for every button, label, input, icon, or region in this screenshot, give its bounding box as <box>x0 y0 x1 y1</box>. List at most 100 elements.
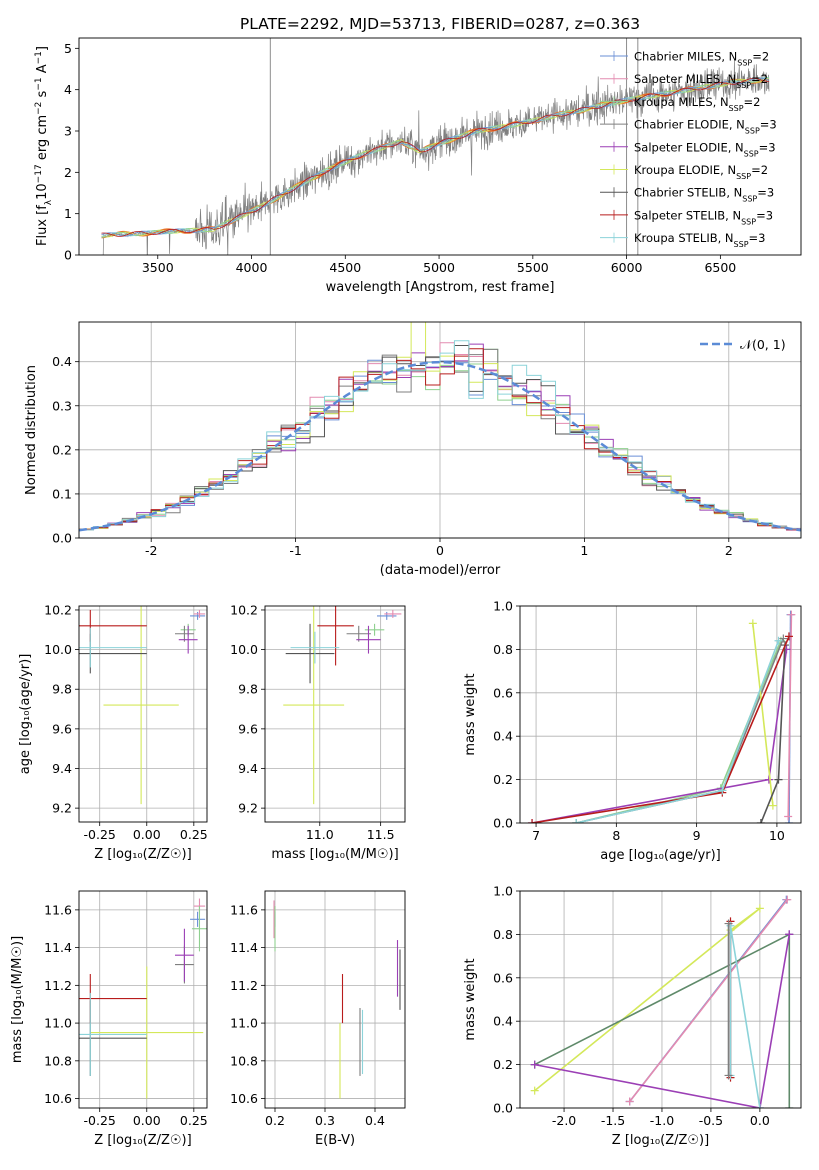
plot-area <box>101 38 770 255</box>
x-tick-label: 0.0 <box>750 1113 770 1128</box>
x-tick-label: 0 <box>436 543 444 558</box>
y-axis-label: Normed distribution <box>24 365 39 495</box>
legend-label: Kroupa MILES, NSSP=2 <box>634 95 760 113</box>
model-fit-line <box>101 77 770 238</box>
plot-area <box>79 898 207 1099</box>
mass-weight-marker <box>528 819 537 823</box>
x-tick-label: 6500 <box>704 260 736 275</box>
mass-weight-line <box>629 899 788 1102</box>
mass-weight-marker <box>756 819 765 823</box>
x-tick-label: 2 <box>725 543 733 558</box>
x-tick-label: -0.5 <box>699 1113 723 1128</box>
legend-label: Salpeter ELODIE, NSSP=3 <box>634 140 776 158</box>
y-tick-label: 10.2 <box>230 602 258 617</box>
x-tick-label: 6000 <box>611 260 643 275</box>
axes-frame <box>78 37 802 256</box>
mass-weight-marker <box>755 904 764 913</box>
mass-weight-marker <box>724 919 733 928</box>
chart-mass-vs-Z: -0.25 0.00 0.25 10.6 10.8 11.0 11.2 11.4 11.6 Z [… <box>10 890 208 1148</box>
y-tick-label: 1.0 <box>493 599 513 614</box>
y-tick-label: 10.6 <box>230 1091 258 1106</box>
x-axis-label: age [log₁₀(age/yr)] <box>600 848 721 863</box>
legend-label: Salpeter STELIB, NSSP=3 <box>634 208 773 226</box>
model-fit-line <box>101 78 770 237</box>
y-tick-label: 10.8 <box>230 1053 258 1068</box>
y-axis-label: mass weight <box>463 958 478 1040</box>
y-tick-label: 11.4 <box>230 940 258 955</box>
legend-label: Chabrier ELODIE, NSSP=3 <box>634 118 777 136</box>
plot-area <box>79 322 801 538</box>
y-tick-label: 0.0 <box>52 531 72 546</box>
x-tick-label: -1.5 <box>601 1113 625 1128</box>
chart-weight-vs-Z: -2.0 -1.5 -1.0 -0.5 0.0 0.0 0.2 0.4 0.6 0.8 1.0 Z [… <box>463 884 802 1148</box>
y-tick-label: 9.4 <box>238 761 258 776</box>
x-tick-label: 5500 <box>517 260 549 275</box>
x-tick-label: 0.3 <box>315 1113 335 1128</box>
x-tick-label: 5000 <box>423 260 455 275</box>
y-tick-label: 10.6 <box>44 1091 72 1106</box>
x-tick-label: 0.25 <box>180 827 208 842</box>
y-tick-label: 10.8 <box>44 1053 72 1068</box>
x-tick-label: -2.0 <box>552 1113 576 1128</box>
axes-frame <box>264 605 406 823</box>
y-tick-label: 10.0 <box>44 642 72 657</box>
legend-label: Chabrier MILES, NSSP=2 <box>634 50 769 68</box>
y-tick-label: 0.2 <box>493 1057 513 1072</box>
x-tick-label: 0.2 <box>265 1113 285 1128</box>
x-tick-label: 1 <box>580 543 588 558</box>
y-axis-label: Flux [fλ10−17 erg cm−2 s−1 A−1] <box>34 46 54 246</box>
axes-frame <box>519 605 802 824</box>
y-tick-label: 4 <box>64 82 72 97</box>
y-tick-label: 9.6 <box>52 721 72 736</box>
x-tick-label: 0.4 <box>365 1113 385 1128</box>
y-tick-label: 11.4 <box>44 940 72 955</box>
y-axis-label: age [log₁₀(age/yr)] <box>18 654 33 775</box>
x-tick-label: -1 <box>289 543 301 558</box>
y-tick-label: 2 <box>64 165 72 180</box>
mass-weight-marker <box>785 1104 794 1108</box>
x-tick-label: 4000 <box>236 260 268 275</box>
mass-weight-marker <box>779 634 788 643</box>
mass-weight-marker <box>784 812 793 821</box>
y-tick-label: 9.8 <box>238 682 258 697</box>
x-tick-label: 4500 <box>329 260 361 275</box>
mass-weight-line <box>534 907 761 1092</box>
chart-residuals: -2 -1 0 1 2 0.0 0.1 0.2 0.3 0.4 (data-model)/error… <box>24 321 802 578</box>
x-tick-label: -0.25 <box>84 827 116 842</box>
legend-label: Kroupa ELODIE, NSSP=2 <box>634 163 768 181</box>
legend-label: 𝒩(0, 1) <box>740 337 786 352</box>
y-tick-label: 0.4 <box>493 729 513 744</box>
mass-weight-marker <box>755 1104 764 1108</box>
y-tick-label: 9.8 <box>52 682 72 697</box>
mass-weight-marker <box>764 775 773 784</box>
axes-frame <box>78 890 208 1109</box>
x-axis-label: E(B-V) <box>315 1133 355 1148</box>
y-tick-label: 9.6 <box>238 721 258 736</box>
legend-label: Salpeter MILES, NSSP=2 <box>634 72 768 90</box>
y-tick-label: 11.2 <box>230 978 258 993</box>
mass-weight-marker <box>530 1086 539 1095</box>
mass-weight-line <box>787 614 793 817</box>
x-tick-label: 0.00 <box>133 1113 161 1128</box>
y-tick-label: 0.4 <box>52 354 72 369</box>
y-axis-label: mass [log₁₀(M/M☉)] <box>10 936 25 1063</box>
legend-label: Chabrier STELIB, NSSP=3 <box>634 186 774 204</box>
mass-weight-line <box>752 623 774 806</box>
mass-weight-marker <box>785 930 794 939</box>
model-fit-line <box>101 77 770 237</box>
x-tick-label: 11.0 <box>306 827 334 842</box>
spectrum-legend: Chabrier MILES, NSSP=2 Salpeter MILES, NS… <box>600 50 777 249</box>
mass-weight-marker <box>768 801 777 810</box>
y-tick-label: 0.2 <box>52 442 72 457</box>
y-tick-label: 0 <box>64 248 72 263</box>
y-tick-label: 1 <box>64 206 72 221</box>
mass-weight-marker <box>572 819 581 823</box>
y-tick-label: 0.0 <box>493 1101 513 1116</box>
x-tick-label: -2 <box>145 543 157 558</box>
y-tick-label: 11.6 <box>230 902 258 917</box>
y-tick-label: 0.0 <box>493 816 513 831</box>
y-tick-label: 0.4 <box>493 1014 513 1029</box>
plot-area <box>283 606 402 805</box>
x-tick-label: 10 <box>769 828 785 843</box>
plot-area <box>273 900 401 1099</box>
